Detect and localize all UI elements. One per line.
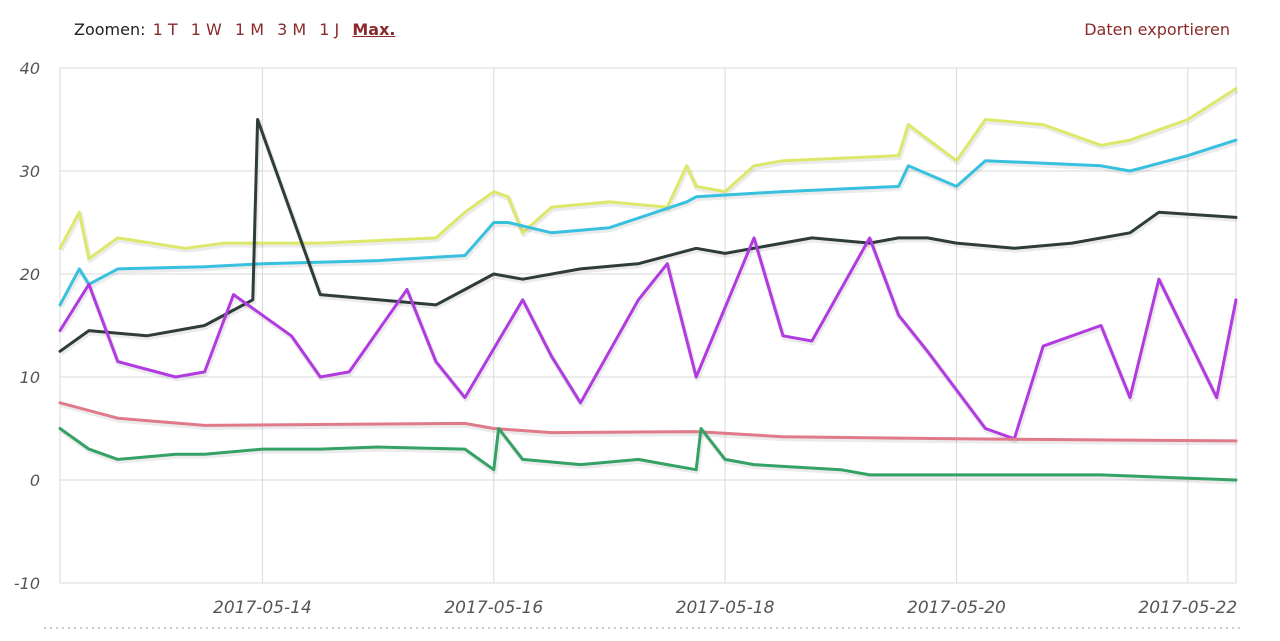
grid — [59, 67, 1237, 584]
y-tick-label: -10 — [14, 574, 40, 593]
y-tick-label: 0 — [30, 471, 40, 490]
x-tick-label: 2017-05-14 — [213, 598, 312, 618]
y-tick-label: 10 — [20, 368, 40, 387]
series-line-2 — [58, 138, 1238, 307]
y-tick-label: 40 — [20, 59, 40, 78]
x-tick-label: 2017-05-16 — [444, 598, 543, 618]
zoom-option-3-months[interactable]: 3 M — [277, 20, 307, 39]
series-shadow — [58, 88, 1239, 264]
zoom-option-1-day[interactable]: 1 T — [152, 20, 178, 39]
series-shadow — [59, 119, 1238, 356]
zoom-option-max[interactable]: Max. — [352, 20, 396, 39]
x-tick-label: 2017-05-22 — [1138, 598, 1237, 618]
series-line-3 — [58, 118, 1238, 353]
zoom-label: Zoomen: — [74, 20, 146, 39]
y-axis-ticks: 40 30 20 10 0 -10 — [14, 59, 40, 593]
y-tick-label: 20 — [20, 265, 40, 284]
series-group — [58, 87, 1240, 485]
series-shadow — [59, 428, 1238, 485]
series-line-1 — [58, 87, 1238, 261]
x-tick-label: 2017-05-20 — [907, 598, 1006, 618]
x-tick-label: 2017-05-18 — [676, 598, 775, 618]
series-shadow — [60, 402, 1238, 446]
series-line-4 — [58, 236, 1238, 441]
zoom-option-1-year[interactable]: 1 J — [319, 20, 340, 39]
y-tick-label: 30 — [20, 162, 40, 181]
zoom-option-1-month[interactable]: 1 M — [234, 20, 264, 39]
plot-area-border — [59, 67, 1237, 584]
series-line-6 — [58, 427, 1238, 482]
x-axis-ticks: 2017-05-14 2017-05-16 2017-05-18 2017-05-20… — [213, 598, 1237, 618]
series-line-5 — [58, 401, 1238, 443]
zoom-option-1-week[interactable]: 1 W — [190, 20, 222, 39]
zoom-toolbar: Zoomen: 1 T 1 W 1 M 3 M 1 J Max. — [74, 20, 401, 39]
export-data-link[interactable]: Daten exportieren — [1084, 20, 1230, 39]
series-shadow — [58, 139, 1238, 309]
